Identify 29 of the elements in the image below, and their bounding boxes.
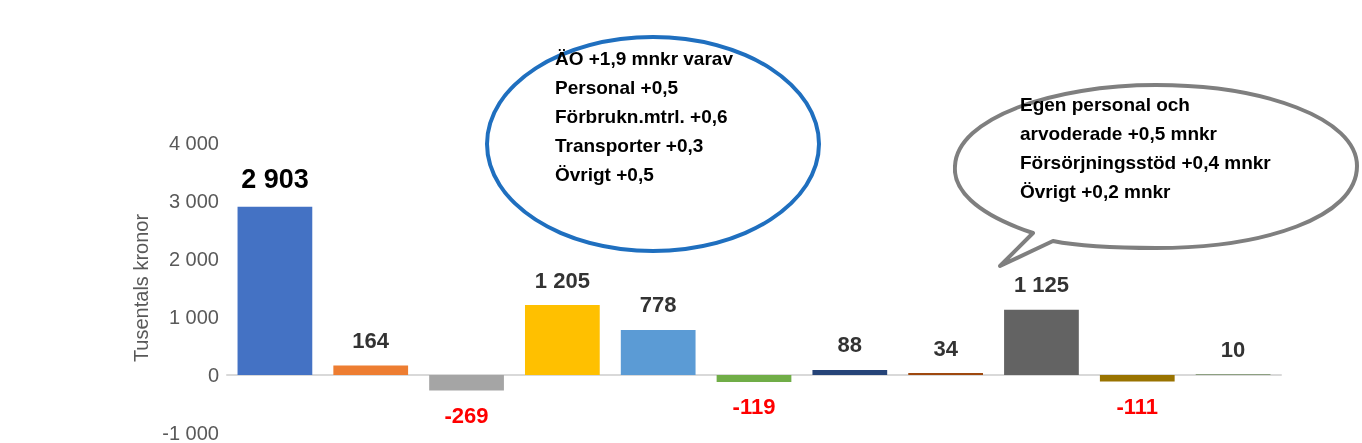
y-tick-label: 0 [207, 364, 219, 386]
y-tick-label: -1 000 [162, 422, 219, 443]
bar [1099, 375, 1175, 382]
annotation: Egen personal och arvoderade +0,5 mnkr Försörjningsstöd +0,4 mnkr Övrigt +0,2 mnkr [1020, 93, 1271, 204]
data-label: 10 [1220, 336, 1246, 362]
bar [524, 305, 600, 375]
bar [716, 375, 792, 382]
annotation: ÄO +1,9 mnkr varav Personal +0,5 Förbrukn.mtrl. +0,6 Transporter +0,3 Övrigt +0,5 [555, 47, 733, 187]
data-label: -119 [732, 394, 776, 420]
y-tick-label: 4 000 [168, 132, 219, 154]
bar [812, 369, 888, 375]
bar [620, 329, 696, 375]
y-axis-title: Tusentals kronor [130, 213, 153, 363]
data-label: 778 [639, 292, 677, 318]
data-label: 88 [837, 332, 863, 358]
data-label: 1 205 [534, 267, 590, 293]
data-label: 1 125 [1013, 272, 1069, 298]
data-label: 2 903 [241, 164, 309, 195]
y-tick-label: 3 000 [168, 190, 219, 212]
y-tick-label: 1 000 [168, 306, 219, 328]
bar [1004, 309, 1079, 375]
bar [237, 206, 313, 375]
data-label: 34 [933, 335, 959, 361]
y-tick-label: 2 000 [168, 248, 219, 270]
data-label: -111 [1116, 393, 1159, 419]
data-label: -269 [444, 403, 489, 429]
bar [429, 375, 504, 391]
bar [333, 365, 409, 375]
data-label: 164 [352, 327, 390, 353]
